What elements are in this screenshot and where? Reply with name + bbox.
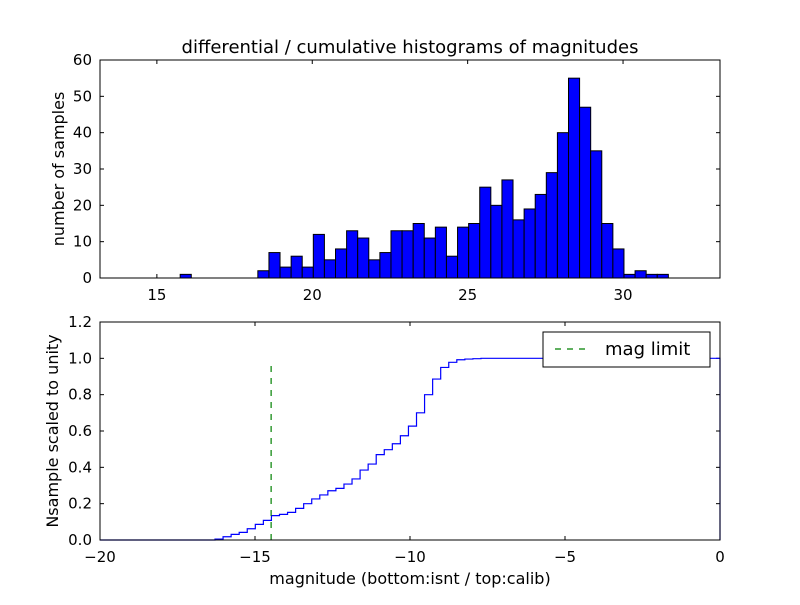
bottom-y-tick-label: 0.4 [68,458,92,476]
histogram-bar [479,186,492,279]
bottom-y-tick-label: 0.0 [68,531,92,549]
histogram-bar [401,230,414,279]
bottom-x-tick-label: −20 [84,548,116,566]
histogram-bar [567,77,581,279]
top-x-tick-label: 25 [458,286,477,304]
top-y-tick-label: 40 [73,124,92,142]
histogram-bar [590,150,603,279]
histogram-bar [579,106,592,279]
histogram-bar [301,266,314,279]
bottom-y-tick-label: 1.0 [68,349,92,367]
bottom-y-tick-label: 0.8 [68,386,92,404]
histogram-bar [323,259,337,279]
chart-title: differential / cumulative histograms of … [182,37,639,58]
histogram-bar [534,193,547,279]
histogram-bar [312,233,325,279]
histogram-bar [268,252,281,279]
histogram-bar [656,273,669,279]
bottom-y-tick-label: 0.2 [68,495,92,513]
top-axes-frame [99,59,721,279]
histogram-bar [257,270,270,279]
bottom-axes: −20 −15 −10 −5 0 0.0 0.2 0.4 0.6 0.8 1.0 1.2 mag lim… [68,313,725,566]
histogram-bar [290,255,303,279]
histogram-bar [423,237,436,279]
histogram-bar [379,252,392,279]
histogram-bar [545,172,558,279]
top-y-tick-label: 60 [73,51,92,69]
top-y-tick-label: 50 [73,87,92,105]
histogram-bar [434,226,447,279]
histogram-bar [179,273,192,279]
histogram-bar [512,219,525,279]
bottom-y-tick-label: 1.2 [68,313,92,331]
histogram-bar [645,273,658,279]
histogram-bar [634,270,647,279]
histogram-bar [501,179,514,279]
bottom-y-label: Nsample scaled to unity [43,334,62,527]
histogram-bar [623,273,636,279]
histogram-bar [523,208,536,279]
histogram-bar [612,248,625,279]
top-y-tick-label: 30 [73,160,92,178]
histogram-bar [490,204,503,279]
bottom-x-label: magnitude (bottom:isnt / top:calib) [269,569,550,588]
bottom-x-tick-label: −5 [554,548,576,566]
bottom-x-tick-label: −10 [394,548,426,566]
histogram-bar [279,266,292,279]
histogram-bar [445,255,459,279]
top-x-tick-label: 30 [613,286,632,304]
histogram-bar [556,132,569,279]
top-y-tick-label: 0 [82,269,92,287]
top-x-tick-label: 15 [147,286,166,304]
legend-label: mag limit [605,339,690,360]
histogram-bar [335,248,348,279]
bottom-x-tick-label: 0 [715,548,725,566]
histogram-bar [601,223,614,279]
histogram-bar [346,230,359,279]
histogram-bar [368,259,381,279]
histogram-bar [357,237,370,279]
bottom-x-tick-label: −15 [239,548,271,566]
histogram-bar [457,226,470,279]
histogram-bar [412,223,425,279]
top-y-tick-label: 10 [73,233,92,251]
top-y-label: number of samples [49,92,68,247]
histogram-bar [468,223,481,279]
top-y-tick-label: 20 [73,196,92,214]
bottom-y-tick-label: 0.6 [68,422,92,440]
top-axes: 15 20 25 30 0 10 20 30 40 50 60 [73,51,721,304]
top-x-tick-label: 20 [303,286,322,304]
cumulative-step-line [100,357,721,541]
histogram-bar [390,230,403,279]
bottom-axes-frame [99,321,721,541]
